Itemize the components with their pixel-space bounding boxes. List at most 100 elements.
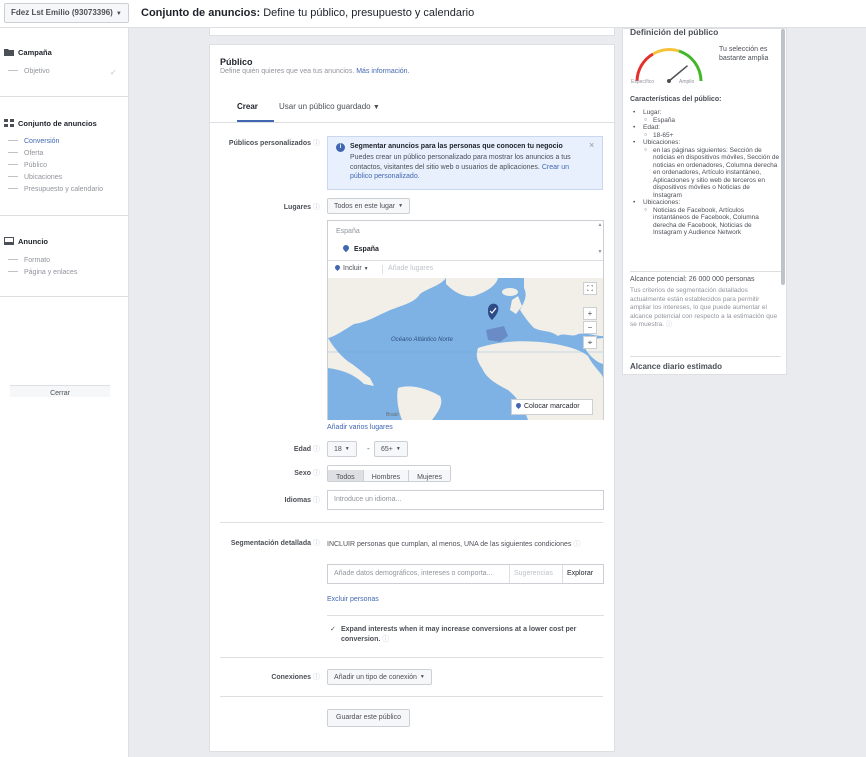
account-selector[interactable]: Fdez Lst Emilio (93073396) ▼ (4, 3, 129, 23)
zoom-out-icon[interactable]: − (583, 321, 597, 334)
map-fullscreen-icon[interactable]: ⛶ (583, 282, 597, 295)
sidebar: Campaña Objetivo ✓ Conjunto de anuncios … (0, 28, 129, 757)
tab-underline (237, 120, 274, 122)
sidebar-sub-label: Página y enlaces (24, 269, 78, 276)
add-many-places-link[interactable]: Añadir varios lugares (327, 424, 393, 431)
zoom-in-icon[interactable]: + (583, 307, 597, 320)
sidebar-item-offer[interactable]: Oferta (8, 150, 43, 157)
divider (220, 657, 603, 658)
expand-interests-checkbox[interactable]: ✓ (330, 626, 336, 633)
gender-women-button[interactable]: Mujeres (409, 470, 450, 481)
caret-down-icon: ▼ (372, 104, 380, 111)
divider (220, 522, 603, 523)
close-button[interactable]: Cerrar (10, 385, 110, 397)
characteristics-list: Lugar: España Edad: 18-65+ Ubicaciones: … (630, 109, 780, 237)
sidebar-sub-label: Conversión (24, 138, 60, 145)
gender-men-button[interactable]: Hombres (363, 470, 410, 481)
definition-title: Definición del público (630, 28, 719, 37)
location-item-label: España (354, 246, 379, 253)
help-icon[interactable]: ⓘ (313, 140, 320, 147)
custom-audiences-label: Públicos personalizados ⓘ (210, 138, 320, 148)
sidebar-item-objective[interactable]: Objetivo (8, 68, 50, 75)
help-icon[interactable]: ⓘ (313, 497, 320, 504)
sidebar-item-conversion[interactable]: Conversión (8, 138, 59, 145)
sidebar-item-page-links[interactable]: Página y enlaces (8, 269, 77, 276)
divider (630, 271, 781, 272)
age-range-dash: - (367, 444, 370, 453)
map[interactable]: Océano Atlántico Norte Brasil ⛶ + − ⌖ Co… (328, 278, 603, 420)
detailed-placeholder: Añade datos demográficos, intereses o co… (334, 570, 493, 577)
sidebar-item-adset[interactable]: Conjunto de anuncios (4, 119, 97, 128)
places-dropdown[interactable]: Todos en este lugar ▼ (327, 198, 411, 214)
help-icon[interactable]: ⓘ (313, 470, 320, 477)
page-title-rest: Define tu público, presupuesto y calenda… (260, 7, 475, 19)
list-item: Ubicaciones: (630, 139, 780, 147)
tab-saved-audience[interactable]: Usar un público guardado ▼ (279, 102, 380, 111)
age-min-dropdown[interactable]: 18 ▼ (327, 441, 357, 457)
sidebar-item-audience[interactable]: Público (8, 162, 47, 169)
add-places-input[interactable]: Añade lugares (388, 265, 434, 272)
chevron-down-icon: ▼ (115, 11, 122, 17)
suggestions-button[interactable]: Sugerencias (514, 570, 553, 577)
sidebar-sub-label: Formato (24, 257, 51, 264)
age-label: Edad ⓘ (210, 444, 320, 454)
create-custom-audience-link[interactable]: Crear un público personalizado. (350, 163, 570, 181)
include-dropdown[interactable]: Incluir ▼ (333, 263, 369, 272)
audience-title: Público (220, 57, 253, 67)
sidebar-item-ad[interactable]: Anuncio (4, 237, 48, 246)
help-icon[interactable]: ⓘ (313, 540, 320, 547)
help-icon[interactable]: ⓘ (573, 541, 581, 548)
divider (562, 565, 563, 583)
help-icon[interactable]: ⓘ (313, 204, 320, 211)
gauge-broad-label: Amplio (679, 79, 695, 85)
sidebar-item-placements[interactable]: Ubicaciones (8, 174, 62, 181)
gender-all-button[interactable]: Todos (328, 470, 364, 481)
tab-create[interactable]: Crear (237, 102, 258, 111)
close-icon[interactable]: × (589, 140, 595, 150)
daily-reach-title: Alcance diario estimado (630, 362, 723, 371)
connections-dropdown[interactable]: Añadir un tipo de conexión ▼ (327, 669, 432, 685)
list-item: Noticias de Facebook, Artículos instantá… (630, 207, 780, 237)
scrollbar[interactable] (781, 29, 785, 285)
label-text: Públicos personalizados (228, 140, 311, 147)
help-icon[interactable]: ⓘ (382, 636, 390, 643)
explore-button[interactable]: Explorar (567, 570, 594, 577)
map-brazil-label: Brasil (386, 412, 399, 418)
location-item[interactable]: España (341, 243, 379, 253)
potential-reach-description: Tus criterios de segmentación detallados… (630, 287, 778, 330)
detailed-targeting-input[interactable]: Añade datos demográficos, intereses o co… (327, 564, 604, 584)
sidebar-item-budget[interactable]: Presupuesto y calendario (8, 186, 103, 193)
more-info-link[interactable]: Más información. (356, 68, 410, 75)
sidebar-item-format[interactable]: Formato (8, 257, 50, 264)
pin-icon (514, 401, 523, 410)
gauge-description: Tu selección es bastante amplia (719, 46, 769, 62)
detailed-targeting-label: Segmentación detallada ⓘ (210, 538, 320, 548)
help-icon[interactable]: ⓘ (313, 674, 320, 681)
page-title-bold: Conjunto de anuncios: (141, 7, 261, 19)
divider (327, 615, 604, 616)
sidebar-sub-label: Ubicaciones (24, 174, 63, 181)
account-label: Fdez Lst Emilio (93073396) (11, 8, 113, 17)
divider (509, 565, 510, 583)
grid-icon (4, 119, 14, 127)
label-text: Idiomas (284, 497, 311, 504)
gender-label: Sexo ⓘ (210, 468, 320, 478)
help-icon[interactable]: ⓘ (665, 321, 673, 328)
scrollbar[interactable]: ▲ ▼ (597, 222, 603, 255)
sidebar-section-campaign: Campaña Objetivo ✓ (0, 28, 128, 97)
sidebar-sub-label: Presupuesto y calendario (24, 186, 103, 193)
list-item: Ubicaciones: (630, 199, 780, 207)
tab-saved-label: Usar un público guardado (279, 102, 371, 111)
locate-icon[interactable]: ⌖ (583, 336, 597, 349)
sidebar-item-campaign[interactable]: Campaña (4, 48, 52, 57)
detailed-targeting-description: INCLUIR personas que cumplan, al menos, … (327, 539, 603, 549)
place-marker-button[interactable]: Colocar marcador (511, 399, 593, 415)
label-text: Sexo (294, 470, 311, 477)
age-max-dropdown[interactable]: 65+ ▼ (374, 441, 408, 457)
languages-input[interactable]: Introduce un idioma... (327, 490, 604, 510)
audience-size-gauge (635, 48, 703, 83)
pin-icon (341, 243, 351, 253)
save-audience-button[interactable]: Guardar este público (327, 709, 410, 727)
help-icon[interactable]: ⓘ (313, 446, 320, 453)
exclude-people-link[interactable]: Excluir personas (327, 596, 379, 603)
